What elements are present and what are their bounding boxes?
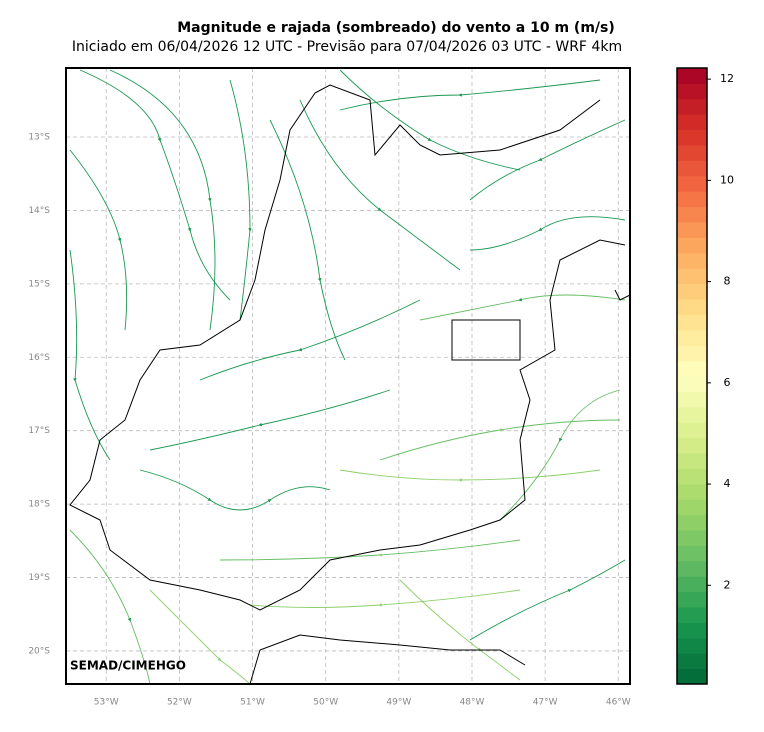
colorbar-step [677, 483, 707, 500]
colorbar-step [677, 637, 707, 654]
colorbar-step [677, 376, 707, 392]
colorbar-step [677, 252, 707, 269]
colorbar-step [677, 114, 707, 131]
y-tick-label: 13°S [28, 133, 50, 143]
colorbar-tick-label: 8 [724, 275, 731, 288]
colorbar-step [677, 268, 707, 285]
x-tick-label: 53°W [94, 698, 119, 708]
grid [66, 68, 630, 684]
x-tick-label: 48°W [460, 698, 485, 708]
colorbar-step [677, 591, 707, 608]
colorbar-step [677, 329, 707, 346]
colorbar-step [677, 83, 707, 100]
colorbar-step [677, 514, 707, 531]
x-tick-label: 46°W [606, 698, 631, 708]
y-tick-label: 16°S [28, 353, 50, 363]
colorbar-step [677, 422, 707, 439]
colorbar-frame [676, 67, 708, 685]
x-tick-label: 47°W [533, 698, 558, 708]
colorbar-step [677, 360, 707, 377]
colorbar-step [677, 499, 707, 516]
colorbar-step [677, 237, 707, 254]
colorbar-step [677, 175, 707, 192]
colorbar-tick-label: 12 [720, 72, 734, 85]
colorbar-step [677, 453, 707, 469]
colorbar-step [677, 607, 707, 623]
colorbar-step [677, 560, 707, 577]
y-tick-label: 17°S [28, 426, 50, 436]
credit: SEMAD/CIMEHGO [70, 659, 186, 673]
y-tick-label: 20°S [28, 646, 50, 656]
colorbar-tick-label: 4 [724, 477, 731, 490]
colorbar-tick-label: 6 [724, 376, 731, 389]
colorbar-step [677, 145, 707, 161]
colorbar-step [677, 391, 707, 408]
colorbar-step [677, 191, 707, 208]
colorbar-step [677, 576, 707, 593]
y-tick-label: 18°S [28, 500, 50, 510]
colorbar-step [677, 314, 707, 331]
y-tick-label: 15°S [28, 279, 50, 289]
colorbar-step [677, 530, 707, 546]
y-tick-label: 19°S [28, 573, 50, 583]
colorbar-step [677, 160, 707, 177]
colorbar-step [677, 622, 707, 639]
colorbar-step [677, 129, 707, 146]
colorbar-step [677, 98, 707, 115]
borders [69, 84, 631, 685]
y-tick-label: 14°S [28, 206, 50, 216]
colorbar-step [677, 406, 707, 423]
x-tick-label: 51°W [240, 698, 265, 708]
colorbar-step [677, 345, 707, 362]
colorbar-step [677, 545, 707, 562]
colorbar: 2 4 6 8 10 12 [676, 67, 734, 685]
x-tick-label: 49°W [386, 698, 411, 708]
colorbar-step [677, 299, 707, 315]
x-tick-label: 52°W [167, 698, 192, 708]
streamlines [69, 69, 626, 685]
subtitle: Iniciado em 06/04/2026 12 UTC - Previsão… [72, 39, 622, 55]
colorbar-step [677, 437, 707, 454]
title: Magnitude e rajada (sombreado) do vento … [177, 20, 615, 36]
map-frame [65, 67, 631, 685]
colorbar-step [677, 222, 707, 238]
x-tick-label: 50°W [313, 698, 338, 708]
colorbar-step [677, 68, 707, 84]
colorbar-step [677, 668, 707, 685]
colorbar-tick-label: 2 [724, 578, 731, 591]
colorbar-step [677, 206, 707, 223]
colorbar-step [677, 468, 707, 485]
colorbar-step [677, 653, 707, 670]
colorbar-step [677, 283, 707, 300]
colorbar-tick-label: 10 [720, 173, 734, 186]
